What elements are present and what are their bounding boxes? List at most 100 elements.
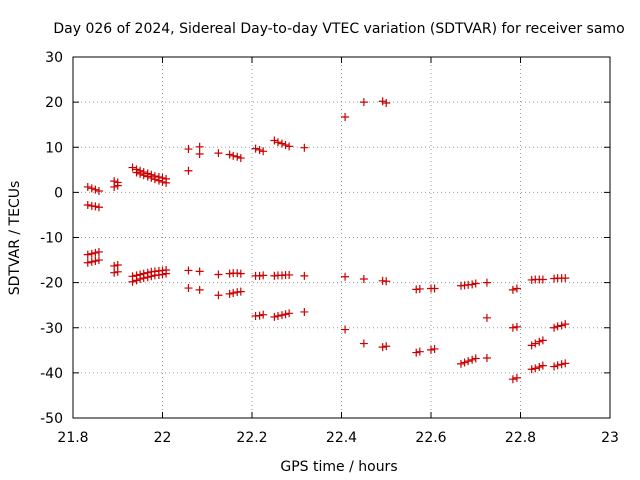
- data-point: [531, 364, 540, 373]
- data-point: [184, 166, 193, 175]
- data-point: [236, 154, 245, 163]
- grid: [73, 57, 610, 418]
- data-point: [468, 355, 477, 364]
- x-tick-label: 22.6: [415, 430, 446, 446]
- data-point: [143, 172, 152, 181]
- data-point: [83, 201, 92, 210]
- data-point: [195, 150, 204, 159]
- y-tick-label: -50: [40, 411, 63, 427]
- data-point: [94, 203, 103, 212]
- data-point: [94, 256, 103, 265]
- plot-frame: [72, 56, 611, 419]
- data-point: [162, 269, 171, 278]
- data-point: [87, 257, 96, 266]
- chart-title: Day 026 of 2024, Sidereal Day-to-day VTE…: [53, 21, 624, 37]
- data-point: [136, 169, 145, 178]
- data-point: [225, 289, 234, 298]
- x-tick-label: 22.2: [236, 430, 267, 446]
- data-point: [110, 261, 119, 270]
- data-point: [195, 285, 204, 294]
- x-tick-label: 22.4: [326, 430, 357, 446]
- data-point: [229, 289, 238, 298]
- data-point: [412, 348, 421, 357]
- data-point: [273, 138, 282, 147]
- data-point: [359, 339, 368, 348]
- data-point: [460, 358, 469, 367]
- data-point: [300, 143, 309, 152]
- data-point: [300, 307, 309, 316]
- data-point: [132, 168, 141, 177]
- data-point: [378, 343, 387, 352]
- data-point: [139, 274, 148, 283]
- data-point: [382, 99, 391, 108]
- data-point: [378, 97, 387, 106]
- data-point: [132, 276, 141, 285]
- data-point: [184, 266, 193, 275]
- data-point: [456, 359, 465, 368]
- data-point: [557, 360, 566, 369]
- data-point: [482, 313, 491, 322]
- data-point: [128, 277, 137, 286]
- data-point: [281, 310, 290, 319]
- x-tick-label: 22.8: [505, 430, 536, 446]
- data-point: [430, 284, 439, 293]
- data-point: [341, 113, 350, 122]
- data-point: [471, 354, 480, 363]
- y-tick-label: -30: [40, 321, 63, 337]
- data-point: [270, 312, 279, 321]
- data-point: [195, 142, 204, 151]
- data-point: [259, 271, 268, 280]
- data-point: [508, 323, 517, 332]
- data-point: [162, 178, 171, 187]
- data-point: [527, 365, 536, 374]
- y-tick-label: 0: [54, 185, 63, 201]
- data-point: [259, 310, 268, 319]
- data-point: [300, 271, 309, 280]
- y-tick-label: 20: [45, 95, 63, 111]
- data-point: [430, 344, 439, 353]
- data-point: [233, 152, 242, 161]
- data-points: [83, 97, 570, 384]
- data-point: [87, 249, 96, 258]
- data-point: [538, 336, 547, 345]
- data-point: [359, 98, 368, 107]
- data-point: [259, 147, 268, 156]
- data-point: [255, 311, 264, 320]
- data-point: [229, 151, 238, 160]
- data-point: [277, 139, 286, 148]
- data-point: [512, 284, 521, 293]
- data-point: [110, 268, 119, 277]
- data-point: [195, 267, 204, 276]
- y-tick-label: 30: [45, 50, 63, 66]
- data-point: [468, 280, 477, 289]
- data-point: [273, 312, 282, 321]
- data-point: [535, 337, 544, 346]
- x-tick-label: 22: [154, 430, 172, 446]
- y-tick-label: -40: [40, 366, 63, 382]
- data-point: [527, 341, 536, 350]
- data-point: [508, 375, 517, 384]
- data-point: [285, 270, 294, 279]
- y-tick-label: -20: [40, 276, 63, 292]
- data-point: [87, 184, 96, 193]
- data-point: [508, 285, 517, 294]
- data-point: [139, 171, 148, 180]
- data-point: [136, 275, 145, 284]
- data-point: [427, 345, 435, 354]
- tick-labels: 21.8 22 22.2 22.4 22.6 22.8 23 -50 -40 -30 -20 -10 0…: [40, 50, 619, 446]
- data-point: [553, 322, 562, 331]
- data-point: [382, 277, 391, 286]
- data-point: [83, 182, 92, 191]
- data-point: [91, 256, 100, 265]
- data-point: [255, 145, 264, 154]
- data-point: [550, 362, 559, 371]
- data-point: [471, 279, 480, 288]
- data-point: [415, 347, 424, 356]
- data-point: [214, 149, 223, 158]
- data-point: [158, 270, 167, 279]
- data-point: [464, 357, 473, 366]
- data-point: [91, 202, 100, 211]
- data-point: [154, 176, 163, 185]
- data-point: [94, 247, 103, 256]
- data-point: [341, 325, 350, 334]
